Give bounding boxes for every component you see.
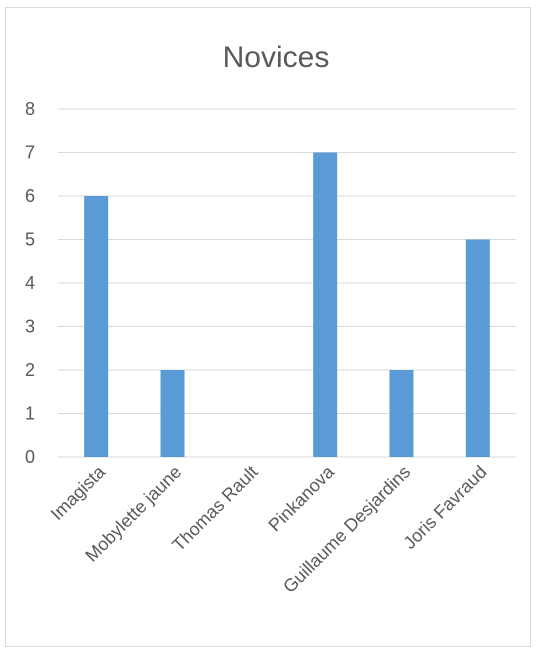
x-category-label: Imagista — [47, 461, 110, 524]
y-tick-label: 4 — [25, 273, 35, 293]
y-axis-tick-labels: 0 1 2 3 4 5 6 7 8 — [25, 99, 35, 467]
bar — [313, 152, 338, 457]
y-tick-label: 8 — [25, 99, 35, 119]
chart-title: Novices — [223, 41, 330, 74]
x-category-label: Pinkanova — [264, 461, 338, 535]
y-tick-label: 7 — [25, 143, 35, 163]
x-category-label: Guillaume Desjardins — [279, 462, 414, 597]
y-tick-label: 2 — [25, 360, 35, 380]
bar — [465, 239, 490, 457]
bar — [389, 370, 414, 457]
bars — [84, 152, 490, 457]
y-tick-label: 1 — [25, 404, 35, 424]
y-tick-label: 5 — [25, 230, 35, 250]
gridlines — [58, 108, 516, 458]
bar — [84, 196, 109, 457]
y-tick-label: 0 — [25, 447, 35, 467]
bar — [160, 370, 185, 457]
y-tick-label: 6 — [25, 186, 35, 206]
y-tick-label: 3 — [25, 317, 35, 337]
